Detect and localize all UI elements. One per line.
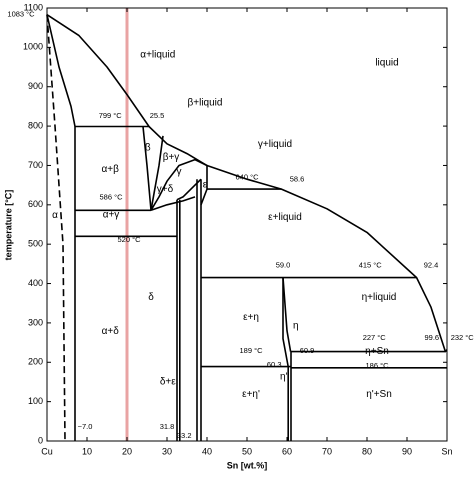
annotation: γ+liquid: [258, 139, 292, 150]
annotation: α+γ: [103, 209, 120, 220]
annotation: liquid: [375, 58, 398, 69]
phase-boundary: [150, 158, 208, 211]
annotation: 31.8: [160, 422, 175, 431]
x-tick-label: 90: [402, 446, 412, 456]
phase-boundary: [150, 196, 196, 212]
x-tick-label: 30: [162, 446, 172, 456]
annotation: γ: [177, 166, 182, 177]
x-tick-label: 70: [322, 446, 332, 456]
annotation: 25.5: [150, 111, 165, 120]
annotation: η'+Sn: [366, 389, 392, 400]
y-tick-label: 200: [28, 357, 43, 367]
annotation: 640 °C: [235, 173, 259, 182]
annotation: 99.6: [424, 333, 439, 342]
annotation: β+γ: [163, 152, 180, 163]
annotation: β+liquid: [188, 98, 223, 109]
x-tick-label: Sn: [441, 446, 452, 456]
annotation: 232 °C: [451, 333, 474, 342]
y-tick-label: 700: [28, 160, 43, 170]
phase-boundary: [46, 14, 76, 127]
y-tick-label: 500: [28, 239, 43, 249]
annotation: η+Sn: [365, 346, 389, 357]
y-tick-label: 400: [28, 278, 43, 288]
plot-frame: [46, 7, 448, 442]
annotation: 415 °C: [359, 260, 383, 269]
x-tick-label: 80: [362, 446, 372, 456]
y-tick-label: 600: [28, 199, 43, 209]
x-axis-title: Sn [wt.%]: [227, 460, 268, 470]
annotation: 586 °C: [99, 193, 123, 202]
annotation: 799 °C: [99, 111, 123, 120]
annotation: ε+η': [242, 389, 260, 400]
y-tick-label: 1100: [24, 2, 43, 12]
y-tick-label: 100: [28, 396, 43, 406]
x-tick-label: 40: [202, 446, 212, 456]
x-tick-label: 20: [122, 446, 132, 456]
annotation: ~7.0: [78, 422, 93, 431]
annotation: δ+ε: [160, 377, 176, 388]
y-axis-title: temperature [°C]: [3, 190, 13, 261]
x-tick-label: 50: [242, 446, 252, 456]
annotation: 1083 °C: [7, 10, 35, 19]
annotation: 92.4: [424, 260, 439, 269]
annotation: 227 °C: [363, 333, 387, 342]
y-tick-label: 300: [28, 317, 43, 327]
y-tick-label: 0: [38, 435, 43, 445]
annotation: 189 °C: [239, 346, 263, 355]
annotation: 60.3: [267, 360, 282, 369]
annotation: α+β: [102, 164, 120, 175]
annotation: ε+η: [243, 312, 259, 323]
phase-boundary: [142, 126, 152, 211]
annotation: η': [280, 371, 288, 382]
annotation: 33.2: [177, 431, 192, 440]
annotation: ε: [203, 179, 208, 190]
phase-boundary: [150, 135, 164, 211]
phase-boundary: [282, 277, 289, 367]
annotation: β: [145, 142, 151, 153]
annotation: δ: [148, 292, 154, 303]
phase-boundary: [46, 14, 448, 353]
x-tick-label: 10: [82, 446, 92, 456]
annotation: 58.6: [290, 175, 305, 184]
annotation: α+liquid: [140, 49, 175, 60]
annotation: η: [293, 321, 299, 332]
y-tick-label: 1000: [23, 42, 43, 52]
annotation: η+liquid: [362, 292, 397, 303]
annotation: 60.9: [300, 346, 315, 355]
phase-boundary: [282, 277, 292, 352]
annotation: ε+liquid: [268, 212, 302, 223]
x-tick-label: Cu: [41, 446, 53, 456]
annotation: γ+δ: [157, 184, 174, 195]
y-tick-label: 900: [28, 81, 43, 91]
annotation: α: [52, 210, 58, 221]
x-tick-label: 60: [282, 446, 292, 456]
annotation: 520 °C: [117, 235, 141, 244]
phase-boundary: [46, 14, 66, 442]
annotation: α+δ: [102, 326, 120, 337]
y-tick-label: 800: [28, 120, 43, 130]
annotation: 59.0: [276, 260, 291, 269]
annotation: 186 °C: [365, 361, 389, 370]
phase-boundary: [176, 178, 202, 201]
